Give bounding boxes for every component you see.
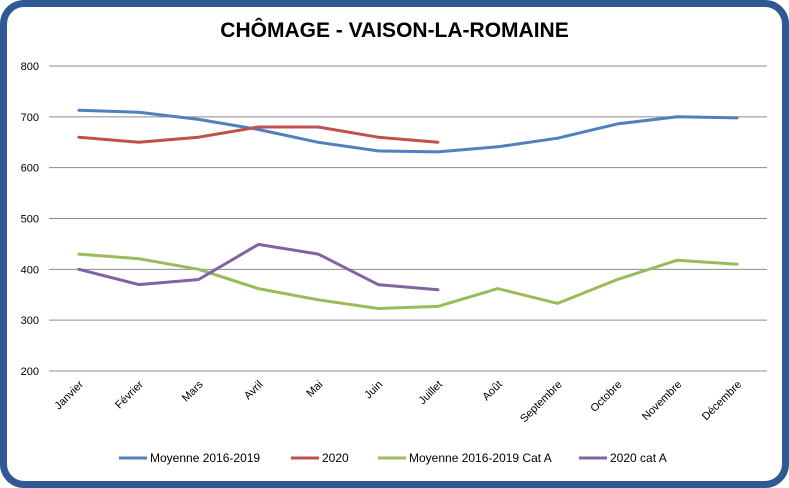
y-tick-label: 500 [21,214,39,226]
chart-title: CHÔMAGE - VAISON-LA-ROMAINE [220,19,569,42]
legend-label-3: 2020 cat A [610,451,667,465]
series-lines [77,108,739,310]
legend: Moyenne 2016-2019 2020 Moyenne 2016-2019 C… [119,451,667,465]
y-tick-label: 800 [21,61,39,73]
x-tick-label: Mai [304,379,325,400]
legend-label-2: Moyenne 2016-2019 Cat A [409,451,552,465]
x-tick-label: Décembre [700,379,744,423]
y-tick-label: 700 [21,112,39,124]
x-tick-label: Avril [242,379,265,402]
y-axis-ticks: 200 300 400 500 600 700 800 [21,61,39,378]
x-tick-label: Septembre [518,379,565,426]
legend-label-0: Moyenne 2016-2019 [150,451,260,465]
x-tick-label: Janvier [52,378,86,412]
legend-label-1: 2020 [322,451,349,465]
y-tick-label: 400 [21,264,39,276]
x-axis-ticks: Janvier Février Mars Avril Mai Juin Juillet Aoû… [52,378,744,425]
series-line-0 [77,108,739,154]
x-tick-label: Juin [362,379,385,402]
x-tick-label: Mars [180,378,206,404]
y-tick-label: 300 [21,315,39,327]
grid-lines [49,65,767,372]
series-line-3 [77,242,440,292]
x-tick-label: Août [480,379,504,403]
x-tick-label: Novembre [640,379,684,423]
y-tick-label: 200 [21,366,39,378]
x-tick-label: Juillet [417,379,445,407]
x-tick-label: Octobre [588,379,624,415]
y-tick-label: 600 [21,163,39,175]
series-line-2 [77,252,739,310]
series-line-1 [77,125,440,144]
x-tick-label: Février [113,378,146,411]
